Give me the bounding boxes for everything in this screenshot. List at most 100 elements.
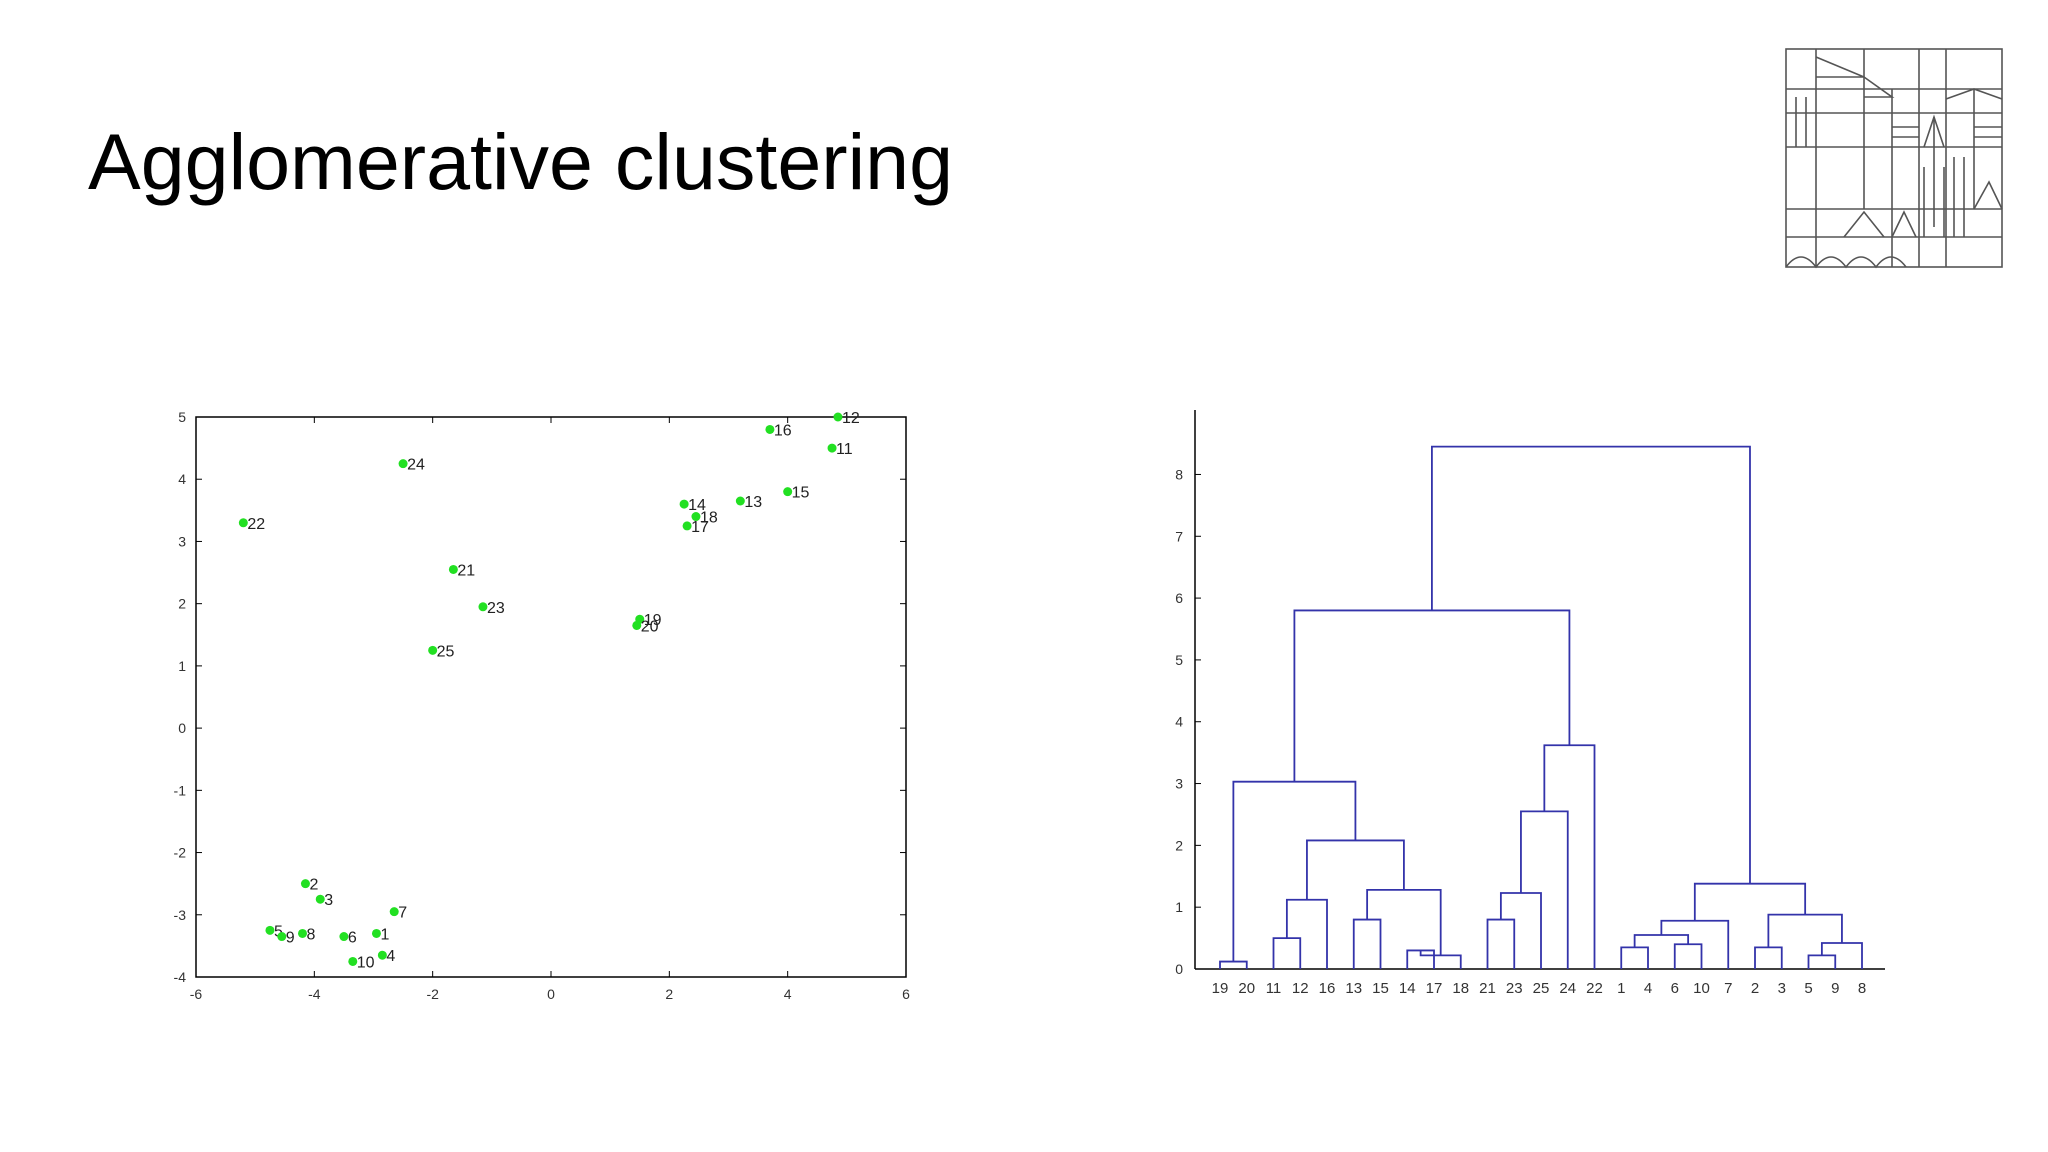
y-tick-label: 0 bbox=[1175, 961, 1183, 977]
x-tick-label: 6 bbox=[902, 986, 910, 1002]
y-tick-label: 4 bbox=[1175, 714, 1183, 730]
data-point bbox=[238, 518, 248, 528]
dendrogram-link bbox=[1486, 918, 1516, 969]
leaf-label: 3 bbox=[1778, 980, 1786, 997]
point-label: 5 bbox=[274, 923, 283, 940]
slide-title: Agglomerative clustering bbox=[88, 117, 954, 206]
data-point bbox=[428, 645, 438, 655]
data-point bbox=[682, 521, 692, 531]
leaf-label: 25 bbox=[1533, 980, 1550, 997]
y-tick-label: 7 bbox=[1175, 528, 1183, 544]
x-tick-label: -4 bbox=[308, 986, 321, 1002]
point-label: 9 bbox=[286, 930, 295, 947]
y-tick-label: 1 bbox=[178, 658, 186, 674]
point-label: 4 bbox=[386, 948, 395, 965]
data-point bbox=[265, 925, 275, 935]
point-label: 22 bbox=[247, 516, 265, 533]
data-point bbox=[339, 932, 349, 942]
leaf-label: 6 bbox=[1671, 980, 1679, 997]
dendrogram-link bbox=[1272, 937, 1302, 969]
dendrogram-link bbox=[1693, 882, 1807, 921]
leaf-label: 11 bbox=[1266, 980, 1282, 997]
y-tick-label: -2 bbox=[174, 845, 187, 861]
x-tick-label: -6 bbox=[190, 986, 203, 1002]
data-point bbox=[691, 512, 701, 522]
leaf-label: 10 bbox=[1693, 980, 1710, 997]
leaf-label: 22 bbox=[1586, 980, 1603, 997]
y-tick-label: 6 bbox=[1175, 590, 1183, 606]
point-label: 1 bbox=[380, 926, 389, 943]
point-label: 25 bbox=[437, 643, 455, 660]
point-label: 6 bbox=[348, 930, 357, 947]
dendrogram-link bbox=[1543, 744, 1596, 969]
point-label: 23 bbox=[487, 600, 505, 617]
point-label: 19 bbox=[644, 612, 662, 629]
y-tick-label: -3 bbox=[174, 907, 187, 923]
point-label: 16 bbox=[774, 422, 792, 439]
dendrogram-link bbox=[1293, 609, 1571, 782]
data-point bbox=[371, 928, 381, 938]
leaf-label: 5 bbox=[1804, 980, 1812, 997]
dendrogram-link bbox=[1807, 954, 1837, 969]
dendrogram-link bbox=[1660, 919, 1730, 969]
leaf-label: 2 bbox=[1751, 980, 1759, 997]
dendrogram-link bbox=[1306, 839, 1405, 900]
dendrogram-link bbox=[1366, 888, 1442, 956]
point-label: 10 bbox=[357, 954, 375, 971]
data-point bbox=[298, 928, 307, 938]
leaf-label: 7 bbox=[1724, 980, 1732, 997]
point-label: 3 bbox=[324, 892, 333, 909]
dendrogram-link bbox=[1673, 943, 1703, 969]
leaf-label: 4 bbox=[1644, 980, 1652, 997]
dendrogram-link bbox=[1499, 892, 1542, 969]
data-point bbox=[377, 950, 387, 960]
leaf-label: 16 bbox=[1319, 980, 1336, 997]
y-tick-label: 5 bbox=[178, 409, 186, 425]
data-point bbox=[448, 564, 458, 574]
point-label: 13 bbox=[744, 494, 762, 511]
y-tick-label: -4 bbox=[174, 969, 187, 985]
point-label: 14 bbox=[688, 497, 706, 514]
leaf-label: 14 bbox=[1399, 980, 1416, 997]
point-label: 12 bbox=[842, 410, 860, 427]
leaf-label: 1 bbox=[1617, 980, 1625, 997]
data-point bbox=[679, 499, 689, 509]
leaf-label: 21 bbox=[1479, 980, 1496, 997]
y-tick-label: 0 bbox=[178, 720, 186, 736]
x-tick-label: 4 bbox=[784, 986, 792, 1002]
y-tick-label: 4 bbox=[178, 471, 186, 487]
dendrogram-link bbox=[1620, 946, 1649, 969]
point-label: 18 bbox=[700, 510, 718, 527]
dendrogram-link bbox=[1219, 960, 1248, 969]
y-tick-label: 1 bbox=[1175, 899, 1183, 915]
y-tick-label: 5 bbox=[1175, 652, 1183, 668]
dendrogram-link bbox=[1754, 946, 1783, 969]
data-point bbox=[315, 894, 325, 904]
leaf-label: 17 bbox=[1426, 980, 1443, 997]
data-point bbox=[348, 956, 358, 966]
point-label: 20 bbox=[641, 618, 659, 635]
university-logo-icon bbox=[1785, 48, 2003, 269]
y-tick-label: -1 bbox=[174, 782, 187, 798]
dendrogram-link bbox=[1352, 918, 1382, 969]
data-point bbox=[783, 487, 793, 497]
point-label: 15 bbox=[792, 485, 810, 502]
point-label: 17 bbox=[691, 519, 709, 536]
dendrogram-link bbox=[1285, 898, 1328, 969]
leaf-label: 12 bbox=[1292, 980, 1309, 997]
leaf-label: 18 bbox=[1452, 980, 1469, 997]
data-point bbox=[398, 459, 408, 469]
dendrogram-link bbox=[1431, 445, 1751, 884]
dendrogram-link bbox=[1633, 934, 1690, 948]
leaf-label: 9 bbox=[1831, 980, 1839, 997]
data-point bbox=[827, 443, 837, 453]
point-label: 8 bbox=[307, 926, 316, 943]
leaf-label: 23 bbox=[1506, 980, 1523, 997]
y-tick-label: 2 bbox=[1175, 837, 1183, 853]
point-label: 2 bbox=[309, 877, 318, 894]
leaf-label: 19 bbox=[1212, 980, 1229, 997]
y-tick-label: 8 bbox=[1175, 466, 1183, 482]
